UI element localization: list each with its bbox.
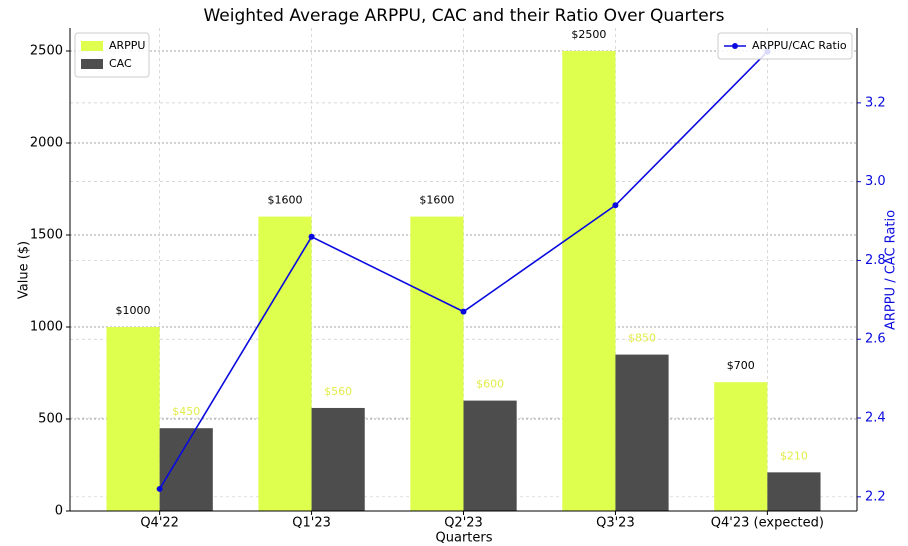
y-tick-label: 0 <box>55 504 63 519</box>
legend-label: ARPPU/CAC Ratio <box>752 39 847 52</box>
ratio-point <box>156 485 163 492</box>
y-tick-label: 1500 <box>30 228 63 243</box>
data-label: $700 <box>727 359 755 372</box>
y-axis-label: Value ($) <box>17 241 32 299</box>
bar <box>258 216 312 511</box>
data-label: $450 <box>172 405 200 418</box>
y-tick-label: 2500 <box>30 44 63 59</box>
legend-label: CAC <box>109 57 132 70</box>
x-tick-label: Q3'23 <box>596 516 635 531</box>
ratio-point <box>612 202 619 209</box>
y-tick-label: 1000 <box>30 320 63 335</box>
bar <box>767 472 821 511</box>
data-label: $1600 <box>267 194 302 207</box>
y2-axis-label: ARPPU / CAC Ratio <box>884 210 899 330</box>
data-label: $560 <box>324 385 352 398</box>
legend-swatch <box>81 59 103 69</box>
y2-tick-label: 2.6 <box>865 332 886 347</box>
y2-tick-label: 2.4 <box>865 411 886 426</box>
data-label: $850 <box>628 332 656 345</box>
ratio-point <box>460 308 467 315</box>
data-label: $1600 <box>419 194 454 207</box>
x-tick-label: Q2'23 <box>444 516 483 531</box>
legend-swatch <box>81 41 103 51</box>
y2-tick-label: 3.0 <box>865 174 886 189</box>
chart-title: Weighted Average ARPPU, CAC and their Ra… <box>203 6 724 26</box>
bar <box>159 428 213 511</box>
bar <box>714 382 768 511</box>
bar <box>106 327 160 511</box>
x-axis-label: Quarters <box>436 531 493 546</box>
y2-tick-label: 3.2 <box>865 95 886 110</box>
data-label: $2500 <box>571 28 606 41</box>
x-tick-label: Q1'23 <box>292 516 331 531</box>
data-label: $210 <box>780 449 808 462</box>
legend-box <box>717 32 853 60</box>
bar <box>562 51 616 511</box>
x-tick-label: Q4'22 <box>140 516 179 531</box>
bar <box>615 354 669 511</box>
bar <box>463 400 517 511</box>
y2-tick-label: 2.2 <box>865 489 886 504</box>
bar <box>311 407 365 511</box>
bar <box>410 216 464 511</box>
ratio-point <box>308 233 315 240</box>
data-label: $600 <box>476 378 504 391</box>
y2-tick-label: 2.8 <box>865 253 886 268</box>
legend-label: ARPPU <box>109 39 146 52</box>
x-tick-label: Q4'23 (expected) <box>711 516 824 531</box>
legend-marker <box>732 43 738 49</box>
y-tick-label: 500 <box>38 412 63 427</box>
y-tick-label: 2000 <box>30 136 63 151</box>
data-label: $1000 <box>116 304 151 317</box>
